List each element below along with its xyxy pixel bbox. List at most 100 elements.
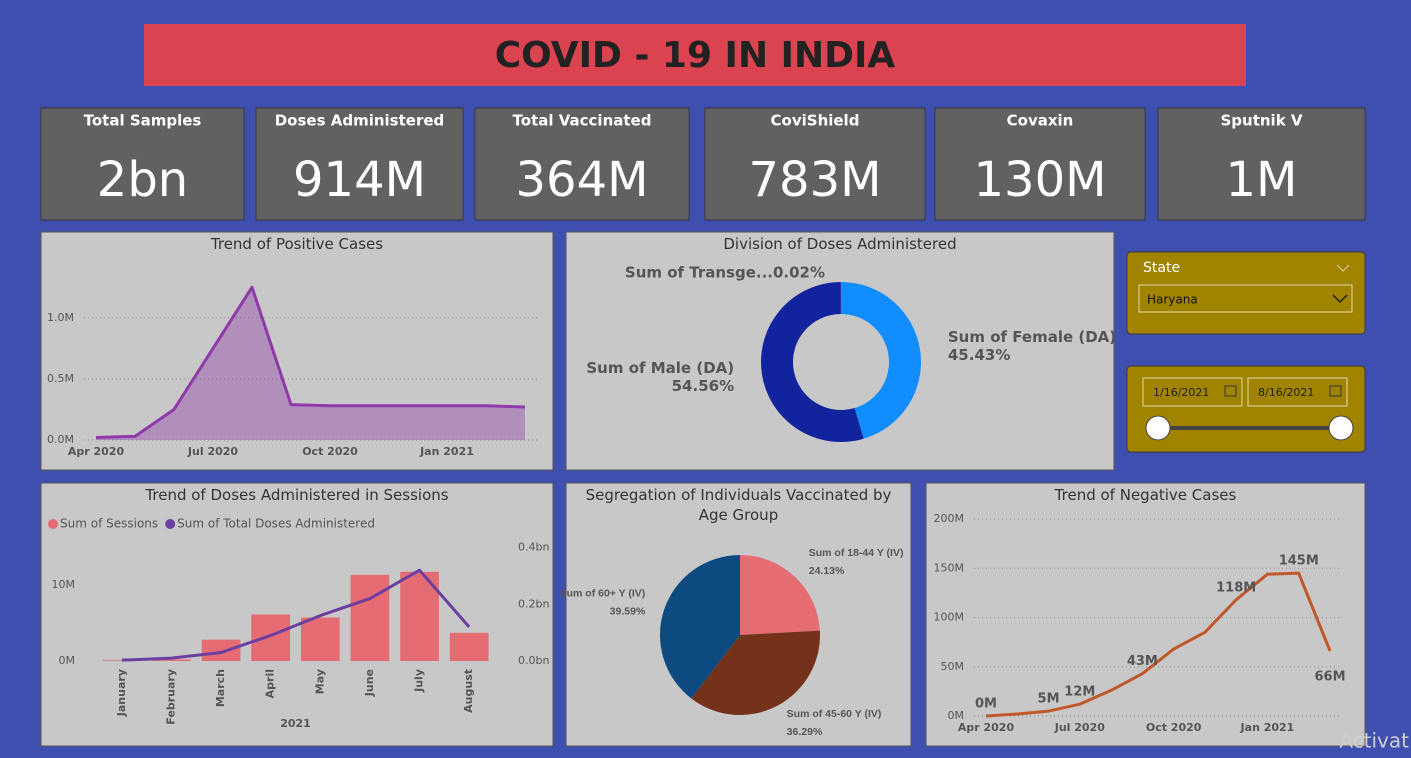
kpi-label: Total Samples: [84, 112, 202, 130]
chart-title-box: Trend of Doses Administered in Sessions: [145, 486, 449, 504]
start-date: 1/16/2021: [1153, 386, 1209, 399]
y-tick-label: 0.0bn: [518, 654, 549, 667]
legend-label: Sum of Total Doses Administered: [177, 517, 375, 531]
chart-panel: [925, 482, 1366, 747]
chart-title: Trend of Doses Administered in Sessions: [145, 486, 449, 504]
end-date-input[interactable]: [1247, 377, 1348, 407]
legend-marker: [48, 519, 58, 529]
legend-marker: [165, 519, 176, 529]
legend-label: Sum of Sessions: [60, 517, 158, 531]
y-tick-label: 50M: [941, 660, 965, 673]
slider-handle[interactable]: [1328, 415, 1354, 441]
data-label: 12M: [1064, 685, 1095, 700]
x-tick-label: May: [313, 669, 326, 694]
data-label: 66M: [1314, 669, 1345, 684]
slice-value: 45.43%: [948, 346, 1010, 364]
kpi-card: [255, 107, 464, 221]
slice: [760, 282, 864, 442]
bar: [152, 659, 191, 661]
chart-title-box: Trend of Negative Cases: [1054, 486, 1237, 504]
slicer-label: State: [1143, 260, 1180, 276]
x-tick-label: Jul 2020: [187, 445, 238, 458]
kpi-label: Total Vaccinated: [513, 112, 652, 130]
kpi-value: 2bn: [97, 152, 188, 208]
y-tick-label: 0.4bn: [518, 541, 549, 554]
kpi-value: 1M: [1226, 152, 1298, 208]
kpi-value: 914M: [293, 152, 426, 208]
data-label: 118M: [1216, 580, 1256, 595]
end-date: 8/16/2021: [1258, 386, 1314, 399]
chart-title: Division of Doses Administered: [723, 235, 957, 253]
watermark: Activat: [1339, 729, 1409, 753]
slice-value: 54.56%: [672, 377, 734, 395]
y-tick-label: 0.2bn: [518, 597, 549, 610]
x-tick-label: Jul 2020: [1054, 721, 1105, 734]
bar: [300, 617, 340, 661]
slice: [660, 555, 740, 699]
y-tick-label: 10M: [52, 578, 76, 591]
x-tick-label: Apr 2020: [958, 721, 1015, 734]
x-tick-label: July: [413, 669, 426, 693]
kpi-label: CoviShield: [771, 112, 860, 130]
y-tick-label: 100M: [934, 611, 965, 624]
data-label: 145M: [1279, 554, 1319, 569]
kpi-card: [1157, 107, 1366, 221]
kpi-value: 783M: [748, 152, 881, 208]
chart-title-box: Division of Doses Administered: [723, 235, 957, 253]
kpi-label: Sputnik V: [1220, 112, 1302, 130]
x-tick-label: April: [264, 669, 277, 698]
data-label: 0M: [975, 697, 997, 712]
bar: [102, 660, 142, 661]
bar: [201, 639, 241, 661]
slice: [691, 630, 820, 716]
area: [96, 287, 525, 440]
y-tick-label: 0M: [948, 709, 965, 722]
slice-label: Sum of 18-44 Y (IV): [809, 547, 904, 559]
kpi-card: [934, 107, 1146, 221]
chart-title: Trend of Positive Cases: [210, 235, 384, 253]
calendar-icon[interactable]: [1224, 385, 1237, 397]
title-bar: [144, 24, 1246, 86]
data-label: 5M: [1038, 692, 1060, 707]
x-tick-label: Jan 2021: [1240, 721, 1295, 734]
dashboard-title: COVID - 19 IN INDIA: [495, 35, 896, 76]
kpi-label: Doses Administered: [275, 112, 445, 130]
slice: [841, 282, 921, 439]
x-tick-label: August: [462, 669, 475, 713]
slice-value: 39.59%: [610, 606, 646, 618]
start-date-input[interactable]: [1142, 377, 1243, 407]
chart-panel: [40, 482, 554, 747]
line: [95, 285, 526, 440]
x-tick-label: Apr 2020: [68, 445, 125, 458]
slider-handle[interactable]: [1145, 415, 1171, 441]
chart-title: Trend of Negative Cases: [1054, 486, 1237, 504]
state-dropdown[interactable]: [1138, 284, 1353, 313]
y-tick-label: 0M: [59, 654, 76, 667]
chart-title-box: Segregation of Individuals Vaccinated by…: [586, 486, 892, 524]
y-tick-label: 0.5M: [47, 372, 74, 385]
data-label: 43M: [1127, 654, 1158, 669]
calendar-icon[interactable]: [1329, 385, 1342, 397]
kpi-value: 364M: [515, 152, 648, 208]
x-tick-label: Oct 2020: [1146, 721, 1202, 734]
kpi-card: [704, 107, 926, 221]
x-tick-label: Oct 2020: [302, 445, 358, 458]
chart-title-box: Trend of Positive Cases: [210, 235, 384, 253]
kpi-card: [40, 107, 245, 221]
x-tick-label: February: [164, 669, 177, 725]
y-tick-label: 0.0M: [47, 433, 74, 446]
kpi-value: 130M: [973, 152, 1106, 208]
slice-value: 24.13%: [809, 565, 845, 577]
collapse-icon[interactable]: [1336, 264, 1350, 272]
bar: [449, 632, 489, 661]
kpi-label: Covaxin: [1007, 112, 1074, 130]
slice-label: Sum of Female (DA): [948, 328, 1116, 346]
x-tick-label: Jan 2021: [419, 445, 474, 458]
x-tick-label: June: [363, 669, 376, 697]
x-tick-label: January: [115, 669, 128, 717]
slice-label: Sum of Male (DA): [586, 359, 734, 377]
bar: [251, 614, 291, 661]
slice-value: 36.29%: [787, 726, 823, 738]
slice-label: Sum of 45-60 Y (IV): [787, 708, 882, 720]
